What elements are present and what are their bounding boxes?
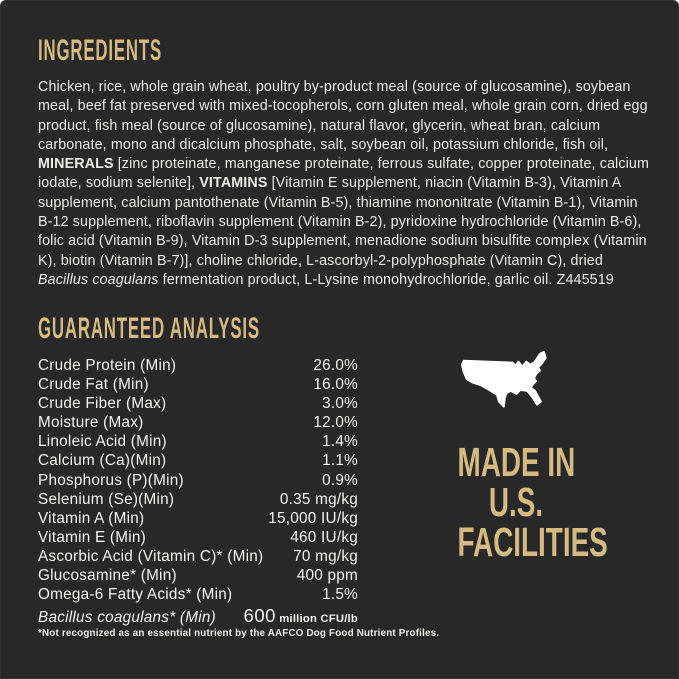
analysis-row: Crude Protein (Min) 26.0% (38, 357, 358, 376)
analysis-row: Linoleic Acid (Min) 1.4% (38, 433, 358, 452)
made-in-us-badge: MADE IN U.S. FACILITIES (430, 347, 608, 565)
analysis-row-label: Linoleic Acid (Min) (38, 433, 167, 451)
aafco-footnote: *Not recognized as an essential nutrient… (38, 628, 440, 639)
analysis-row: Selenium (Se)(Min) 0.35 mg/kg (38, 491, 358, 510)
analysis-row-value: 0.9% (322, 471, 358, 489)
analysis-row: Vitamin E (Min) 460 IU/kg (38, 529, 358, 548)
analysis-row-label: Vitamin A (Min) (38, 509, 145, 527)
analysis-row-label: Glucosamine* (Min) (38, 567, 177, 585)
ingredient-segment: [zinc proteinate, manganese proteinate, … (38, 156, 650, 192)
badge-line: U.S. (488, 479, 544, 525)
analysis-row-value: 15,000 IU/kg (268, 509, 358, 527)
analysis-row-value: 3.0% (322, 395, 358, 413)
analysis-row-value: 460 IU/kg (290, 528, 358, 546)
analysis-row-label: Crude Protein (Min) (38, 357, 177, 374)
analysis-row-value: 70 mg/kg (293, 547, 358, 565)
ingredients-section: INGREDIENTS Chicken, rice, whole grain w… (38, 36, 650, 290)
ingredient-segment: MINERALS (38, 156, 114, 173)
badge-line: MADE IN (457, 439, 576, 485)
analysis-row-label: Phosphorus (P)(Min) (38, 471, 184, 489)
analysis-row-label: Crude Fat (Min) (38, 376, 149, 394)
analysis-row-value: 1.5% (322, 586, 358, 604)
ingredient-segment: VITAMINS (199, 175, 268, 192)
analysis-row: Calcium (Ca)(Min) 1.1% (38, 452, 358, 471)
analysis-row: Crude Fat (Min) 16.0% (38, 376, 358, 395)
ingredients-heading: INGREDIENTS (38, 34, 163, 67)
analysis-row-value: 600 million CFU/lb (243, 605, 358, 627)
analysis-row-value: 1.4% (322, 433, 358, 451)
analysis-row-label: Bacillus coagulans* (Min) (38, 609, 216, 627)
badge-line: FACILITIES (457, 519, 608, 565)
analysis-row-label: Crude Fiber (Max) (38, 395, 167, 413)
analysis-row-value: 16.0% (313, 376, 358, 394)
ingredient-segment: Bacillus coagulans (38, 271, 159, 288)
analysis-row-label: Omega-6 Fatty Acids* (Min) (38, 586, 233, 604)
analysis-row-value: 0.35 mg/kg (279, 490, 358, 508)
ingredient-segment: [Vitamin E supplement, niacin (Vitamin B… (38, 175, 647, 269)
analysis-row-label: Selenium (Se)(Min) (38, 490, 175, 508)
made-in-us-text: MADE IN U.S. FACILITIES (430, 439, 608, 565)
analysis-row: Glucosamine* (Min) 400 ppm (38, 567, 358, 586)
analysis-row-label: Calcium (Ca)(Min) (38, 452, 167, 470)
analysis-row: Ascorbic Acid (Vitamin C)* (Min) 70 mg/kg (38, 548, 358, 567)
ingredients-text: Chicken, rice, whole grain wheat, poultr… (38, 78, 650, 290)
guaranteed-analysis-heading: GUARANTEED ANALYSIS (38, 312, 260, 345)
analysis-row: Moisture (Max) 12.0% (38, 414, 358, 433)
ingredient-segment: Chicken, rice, whole grain wheat, poultr… (38, 79, 648, 153)
analysis-row-label: Moisture (Max) (38, 414, 144, 432)
analysis-row-value: 12.0% (313, 414, 358, 432)
analysis-row-value: 1.1% (322, 452, 358, 470)
analysis-row: Vitamin A (Min) 15,000 IU/kg (38, 510, 358, 529)
analysis-row-value: 400 ppm (296, 567, 358, 585)
analysis-row-label: Vitamin E (Min) (38, 528, 147, 546)
guaranteed-analysis-section: GUARANTEED ANALYSIS Crude Protein (Min) 2… (38, 312, 358, 627)
analysis-row: Bacillus coagulans* (Min) 600 million CFU… (38, 605, 358, 627)
analysis-row-label: Ascorbic Acid (Vitamin C)* (Min) (38, 547, 264, 565)
analysis-row: Crude Fiber (Max) 3.0% (38, 395, 358, 414)
analysis-row: Phosphorus (P)(Min) 0.9% (38, 472, 358, 491)
analysis-row: Omega-6 Fatty Acids* (Min) 1.5% (38, 586, 358, 605)
usa-map-icon (460, 350, 547, 408)
analysis-table: Crude Protein (Min) 26.0% Crude Fat (Min) 1… (38, 357, 358, 627)
analysis-row-value: 26.0% (313, 357, 358, 374)
ingredient-segment: fermentation product, L-Lysine monohydro… (158, 271, 614, 288)
